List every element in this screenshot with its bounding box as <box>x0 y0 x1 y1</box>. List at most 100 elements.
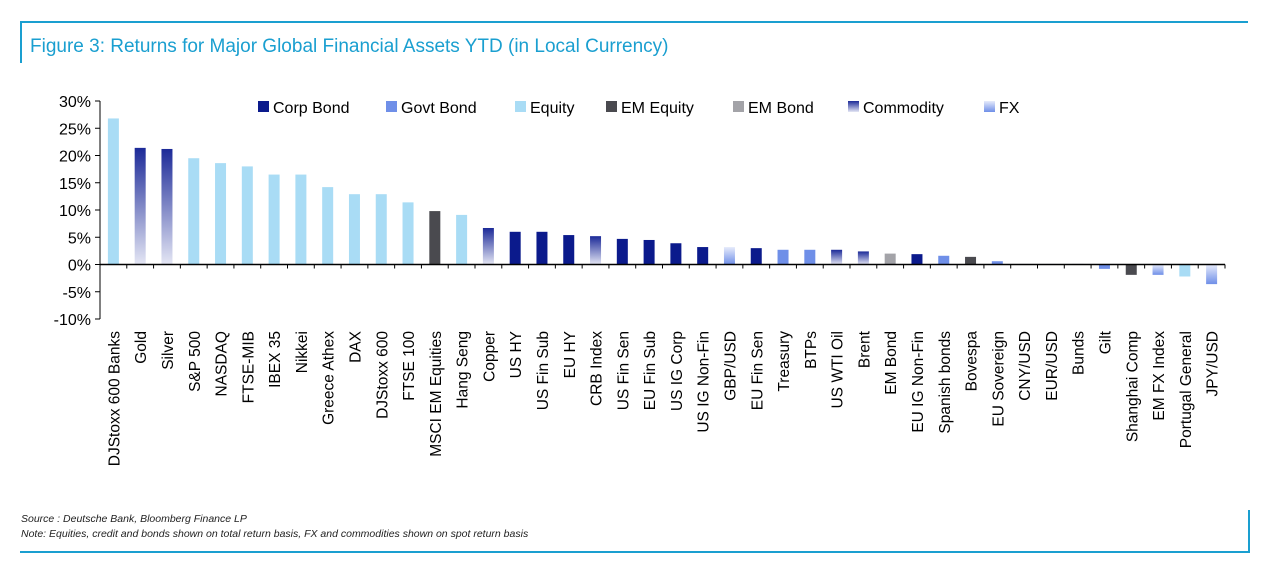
chart-title: Figure 3: Returns for Major Global Finan… <box>30 36 669 57</box>
bar-bovespa <box>965 256 977 265</box>
bars-group <box>107 118 1218 285</box>
legend-label-corp: Corp Bond <box>273 100 350 117</box>
bottom-rule <box>20 551 1250 553</box>
x-tick-label: Copper <box>481 331 498 382</box>
x-tick-label: EUR/USD <box>1044 331 1061 401</box>
x-tick-label: EU Fin Sen <box>749 331 766 410</box>
returns-bar-chart: 30% 25% 20% 15% 10% 5% 0% -5% -10% DJStoxx 600 B… <box>54 94 1226 466</box>
bar-ftse-mib <box>241 166 253 265</box>
bar-spanish-bonds <box>938 255 950 265</box>
bar-eu-fin-sen <box>750 248 762 265</box>
x-tick-label: FTSE-MIB <box>240 331 257 403</box>
bar-treasury <box>777 249 789 265</box>
bar-eu-ig-non-fin <box>911 254 923 265</box>
x-tick-label: EU Fin Sub <box>642 331 659 410</box>
legend-label-embond: EM Bond <box>748 100 814 117</box>
x-tick-label: BTPs <box>803 331 820 369</box>
x-tick-label: Treasury <box>776 331 793 392</box>
bar-gilt <box>1098 264 1110 269</box>
left-rule <box>20 21 22 63</box>
bar-s-p-500 <box>188 158 200 265</box>
x-tick-label: Gold <box>133 331 150 364</box>
legend-swatch-fx <box>984 101 995 112</box>
x-category-labels: DJStoxx 600 Banks Gold Silver S&P 500 NASDAQ… <box>106 330 1221 466</box>
bar-us-fin-sub <box>536 231 548 265</box>
methodology-note: Note: Equities, credit and bonds shown o… <box>21 528 529 540</box>
y-tick-label: -5% <box>63 285 91 302</box>
bar-hang-seng <box>456 214 468 265</box>
x-tick-label: DJStoxx 600 <box>374 331 391 419</box>
legend-swatch-govt <box>386 101 397 112</box>
x-tick-label: Shanghai Comp <box>1124 331 1141 442</box>
legend-label-emeq: EM Equity <box>621 100 694 117</box>
bar-eu-hy <box>563 235 575 265</box>
bar-btps <box>804 249 816 265</box>
x-tick-label: Portugal General <box>1178 331 1195 448</box>
x-tick-label: GBP/USD <box>722 331 739 401</box>
x-tick-label: Gilt <box>1097 330 1114 354</box>
x-tick-label: EU HY <box>562 331 579 378</box>
x-tick-label: CNY/USD <box>1017 331 1034 401</box>
axes-group <box>95 100 1226 320</box>
legend-swatch-equity <box>515 101 526 112</box>
legend-label-govt: Govt Bond <box>401 100 477 117</box>
y-tick-label: 20% <box>59 149 91 166</box>
x-tick-label: Spanish bonds <box>937 331 954 434</box>
x-tick-label: IBEX 35 <box>267 331 284 388</box>
bar-us-fin-sen <box>616 238 628 265</box>
x-tick-label: US Fin Sen <box>615 331 632 410</box>
x-tick-label: EU IG Non-Fin <box>910 331 927 433</box>
right-rule <box>1248 510 1250 553</box>
x-tick-label: US HY <box>508 331 525 378</box>
x-tick-label: FTSE 100 <box>401 331 418 401</box>
bar-crb-index <box>590 236 602 265</box>
bar-nikkei <box>295 174 307 265</box>
x-tick-label: Greece Athex <box>321 331 338 425</box>
x-tick-label: DJStoxx 600 Banks <box>106 331 123 467</box>
bar-portugal-general <box>1179 264 1191 277</box>
x-tick-label: Hang Seng <box>455 331 472 409</box>
legend: Corp Bond Govt Bond Equity EM Equity EM Bond… <box>258 100 1020 117</box>
bar-gold <box>134 147 146 265</box>
x-tick-label: EM Bond <box>883 331 900 395</box>
bar-eu-sovereign <box>991 261 1003 265</box>
x-tick-label: EU Sovereign <box>990 331 1007 427</box>
bar-greece-athex <box>322 187 334 265</box>
y-tick-label: 5% <box>68 230 91 247</box>
y-tick-label: 0% <box>68 258 91 275</box>
x-tick-label: CRB Index <box>589 331 606 406</box>
bar-shanghai-comp <box>1125 264 1137 275</box>
legend-swatch-commodity <box>848 101 859 112</box>
x-tick-label: US WTI Oil <box>830 331 847 409</box>
bar-us-hy <box>509 231 521 265</box>
x-tick-label: NASDAQ <box>214 331 231 396</box>
bar-us-wti-oil <box>831 249 843 265</box>
legend-label-commodity: Commodity <box>863 100 944 117</box>
bar-djstoxx-600-banks <box>107 118 119 265</box>
x-tick-label: JPY/USD <box>1205 331 1222 396</box>
x-tick-label: DAX <box>347 330 364 363</box>
bar-silver <box>161 148 173 265</box>
y-tick-label: 30% <box>59 94 91 111</box>
x-tick-label: S&P 500 <box>187 331 204 392</box>
bar-jpy-usd <box>1206 264 1218 285</box>
y-tick-label: -10% <box>54 312 91 329</box>
bar-djstoxx-600 <box>375 194 387 265</box>
legend-swatch-embond <box>733 101 744 112</box>
bar-brent <box>857 251 869 265</box>
legend-swatch-corp <box>258 101 269 112</box>
bar-us-ig-corp <box>670 243 682 265</box>
x-tick-label: US IG Corp <box>669 331 686 411</box>
bar-copper <box>482 227 494 265</box>
bar-eu-fin-sub <box>643 239 655 265</box>
bar-em-fx-index <box>1152 264 1164 275</box>
y-tick-label: 15% <box>59 176 91 193</box>
x-tick-label: EM FX Index <box>1151 331 1168 421</box>
x-tick-label: Silver <box>160 331 177 370</box>
bar-gbp-usd <box>723 247 735 265</box>
x-tick-label: US Fin Sub <box>535 331 552 410</box>
x-tick-label: Bunds <box>1071 331 1088 375</box>
y-tick-label: 25% <box>59 121 91 138</box>
bar-ftse-100 <box>402 202 414 265</box>
